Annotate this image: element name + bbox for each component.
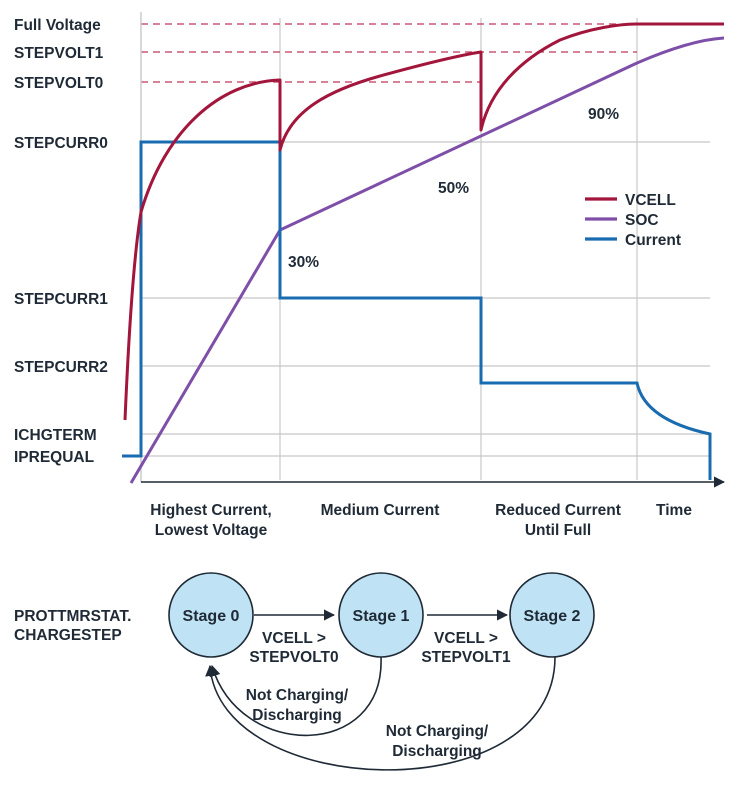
return-label-1-line2: Discharging: [252, 707, 342, 724]
legend: VCELL SOC Current: [585, 192, 681, 249]
return-arrow-stage1-to-stage0: [209, 656, 382, 737]
label-stepcurr1: STEPCURR1: [14, 291, 108, 308]
current-curve: [122, 140, 712, 480]
label-phase1-line2: Lowest Voltage: [155, 522, 268, 539]
return-label-2-line2: Discharging: [392, 743, 482, 760]
label-stepcurr2: STEPCURR2: [14, 359, 108, 376]
stage-0-node: [168, 572, 254, 658]
label-iprequal: IPREQUAL: [14, 449, 94, 466]
label-stepvolt0: STEPVOLT0: [14, 75, 103, 92]
transition-01-line1: VCELL >: [262, 630, 326, 647]
return-arrow-stage2-to-stage0: [205, 656, 556, 771]
state-diagram: PROTTMRSTAT. CHARGESTEP Stage 0 Stage 1 …: [14, 572, 595, 771]
stage-2-node: [509, 572, 595, 658]
stage-2-label: Stage 2: [524, 608, 581, 625]
legend-label-current: Current: [625, 232, 681, 249]
legend-label-soc: SOC: [625, 212, 659, 229]
transition-12-line1: VCELL >: [434, 630, 498, 647]
stage-0-label: Stage 0: [183, 608, 240, 625]
transition-12-line2: STEPVOLT1: [421, 649, 511, 666]
label-time: Time: [656, 502, 692, 519]
label-phase3-line1: Reduced Current: [495, 502, 621, 519]
soc-annotation-90: 90%: [588, 106, 619, 123]
soc-annotations: 30% 50% 90%: [288, 106, 619, 271]
label-ichgterm: ICHGTERM: [14, 427, 97, 444]
chart-grid: [141, 18, 710, 480]
legend-label-vcell: VCELL: [625, 192, 676, 209]
label-phase1-line1: Highest Current,: [150, 502, 271, 519]
x-axis-labels: Highest Current, Lowest Voltage Medium C…: [150, 502, 692, 539]
label-stepcurr0: STEPCURR0: [14, 135, 108, 152]
return-label-1-line1: Not Charging/: [246, 687, 349, 704]
transition-01-line2: STEPVOLT0: [249, 649, 338, 666]
y-axis-labels: Full Voltage STEPVOLT1 STEPVOLT0 STEPCUR…: [14, 17, 108, 466]
stage-1-label: Stage 1: [353, 608, 410, 625]
vcell-curve: [123, 22, 724, 421]
stage-1-node: [338, 572, 424, 658]
soc-annotation-30: 30%: [288, 254, 319, 271]
register-label-line2: CHARGESTEP: [14, 627, 122, 644]
label-full-voltage: Full Voltage: [14, 17, 101, 34]
register-label-line1: PROTTMRSTAT.: [14, 608, 131, 625]
soc-annotation-50: 50%: [438, 180, 469, 197]
label-stepvolt1: STEPVOLT1: [14, 45, 104, 62]
label-phase2: Medium Current: [321, 502, 440, 519]
label-phase3-line2: Until Full: [525, 522, 591, 539]
soc-curve: [129, 36, 725, 484]
voltage-thresholds: [141, 23, 710, 83]
return-label-2-line1: Not Charging/: [386, 723, 489, 740]
